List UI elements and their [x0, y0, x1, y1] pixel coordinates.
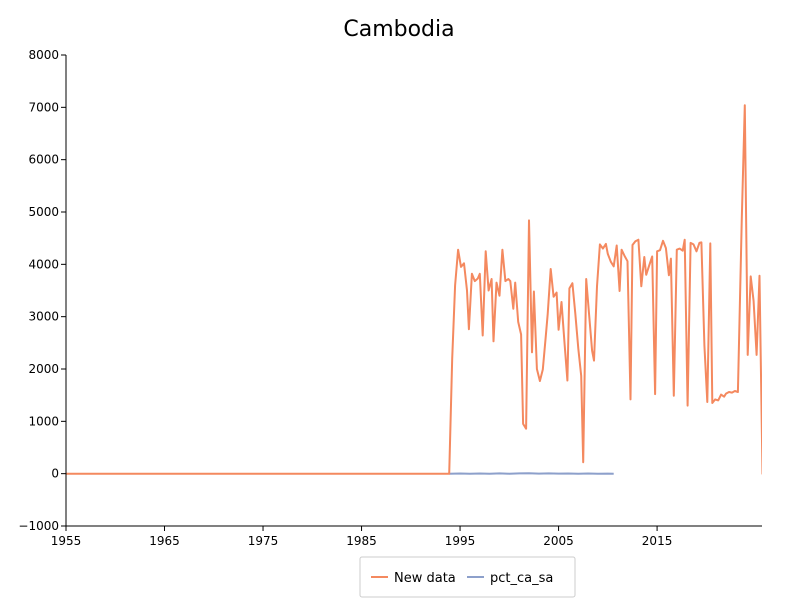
y-tick-label: 6000 — [28, 153, 59, 167]
x-axis: 1955 1965 1975 1985 1995 2005 2015 — [51, 525, 762, 548]
y-tick-label: 1000 — [28, 414, 59, 428]
x-tick-label: 2015 — [642, 534, 673, 548]
x-tick-label: 1965 — [149, 534, 180, 548]
y-tick-label: 5000 — [28, 205, 59, 219]
y-tick-label: −1000 — [18, 519, 59, 533]
y-tick-label: 3000 — [28, 310, 59, 324]
y-tick-label: 4000 — [28, 257, 59, 271]
x-tick-label: 2005 — [543, 534, 574, 548]
y-tick-label: 8000 — [28, 48, 59, 62]
plot-area — [66, 104, 762, 475]
x-tick-label: 1975 — [248, 534, 279, 548]
y-tick-label: 0 — [51, 467, 59, 481]
x-tick-label: 1955 — [51, 534, 82, 548]
x-tick-label: 1985 — [346, 534, 377, 548]
y-tick-label: 7000 — [28, 100, 59, 114]
y-tick-label: 2000 — [28, 362, 59, 376]
legend-label: New data — [394, 571, 456, 586]
series-line-new-data — [66, 104, 762, 475]
y-axis: −1000 0 1000 2000 3000 4000 5000 6000 7000 8000 — [18, 48, 67, 533]
series-line-pct-ca-sa — [449, 472, 614, 475]
x-tick-label: 1995 — [445, 534, 476, 548]
legend: New data pct_ca_sa — [359, 556, 576, 598]
legend-label: pct_ca_sa — [490, 571, 553, 586]
chart-title: Cambodia — [343, 17, 454, 42]
